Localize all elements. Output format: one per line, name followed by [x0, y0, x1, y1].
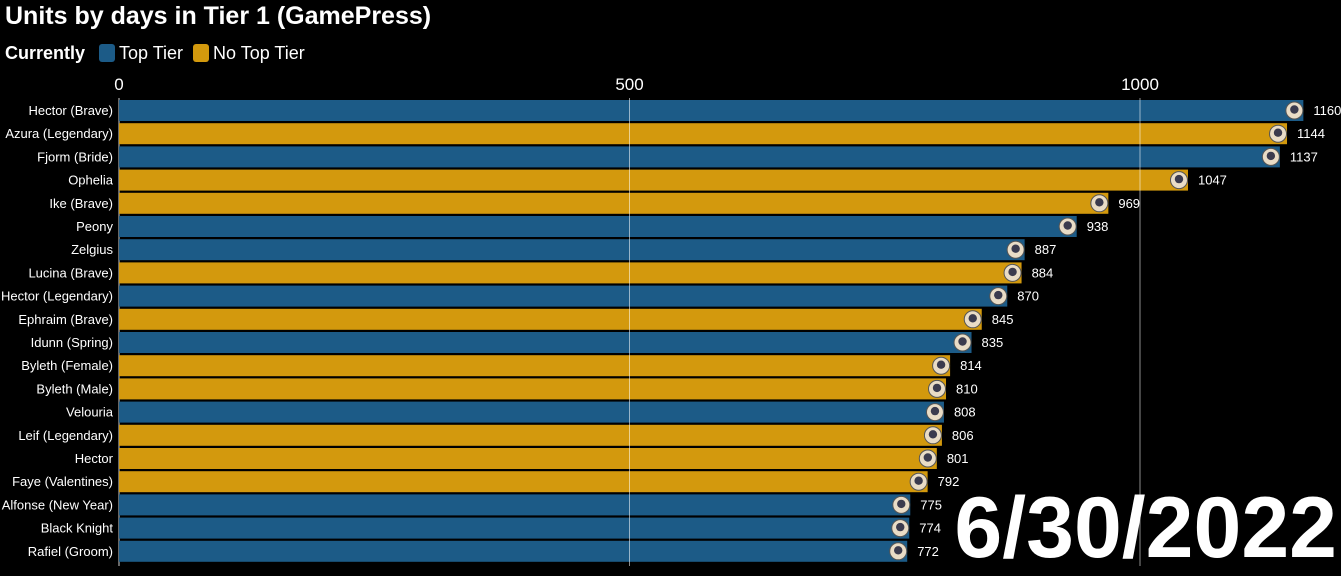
bar [119, 378, 947, 400]
bar [119, 169, 1188, 191]
category-label: Ophelia [68, 173, 114, 188]
category-label: Alfonse (New Year) [2, 497, 113, 512]
category-label: Leif (Legendary) [18, 428, 113, 443]
unit-portrait-icon [928, 430, 938, 439]
bar [119, 401, 944, 423]
unit-portrait-icon [932, 383, 942, 393]
value-label: 801 [947, 451, 969, 466]
tick-label: 500 [615, 75, 643, 94]
category-label: Ephraim (Brave) [18, 312, 113, 327]
bar [119, 123, 1288, 145]
value-label: 1144 [1297, 126, 1325, 141]
value-label: 1160 [1313, 103, 1341, 118]
category-label: Byleth (Female) [21, 358, 113, 373]
legend-heading: Currently [5, 42, 86, 63]
category-label: Peony [76, 219, 113, 234]
value-label: 810 [956, 381, 978, 396]
value-label: 938 [1087, 219, 1109, 234]
unit-portrait-icon [968, 314, 977, 323]
bar [119, 308, 982, 330]
bar [119, 424, 942, 446]
legend-label-no-top-tier: No Top Tier [213, 42, 305, 63]
bar [119, 100, 1304, 121]
bar [119, 239, 1025, 261]
category-label: Byleth (Male) [36, 381, 113, 396]
bar [119, 471, 928, 493]
unit-portrait-icon [1011, 244, 1020, 253]
bar [119, 216, 1077, 237]
bar [119, 146, 1280, 168]
value-label: 887 [1035, 242, 1057, 257]
category-label: Rafiel (Groom) [28, 544, 113, 559]
value-label: 814 [960, 358, 982, 373]
bar [119, 540, 908, 562]
value-label: 775 [920, 497, 942, 512]
category-label: Hector (Legendary) [1, 289, 113, 304]
category-label: Fjorm (Bride) [37, 149, 113, 164]
bar [119, 517, 910, 539]
unit-portrait-icon [923, 453, 933, 462]
category-label: Faye (Valentines) [12, 474, 113, 489]
value-label: 835 [982, 335, 1004, 350]
category-label: Hector [75, 451, 114, 466]
value-label: 884 [1032, 265, 1054, 280]
category-label: Ike (Brave) [49, 196, 113, 211]
legend: Currently Top Tier No Top Tier [5, 42, 315, 64]
unit-portrait-icon [1174, 174, 1184, 184]
unit-portrait-icon [1063, 221, 1072, 230]
unit-portrait-icon [930, 406, 940, 416]
value-label: 792 [938, 474, 960, 489]
unit-portrait-icon [897, 499, 906, 509]
unit-portrait-icon [936, 360, 946, 369]
unit-portrait-icon [896, 522, 905, 532]
unit-portrait-icon [1008, 267, 1017, 277]
bar [119, 448, 937, 469]
value-label: 870 [1017, 289, 1039, 304]
unit-portrait-icon [1290, 105, 1299, 114]
date-label: 6/30/2022 [954, 480, 1337, 576]
legend-swatch-top-tier [99, 44, 116, 62]
bar [119, 285, 1008, 307]
legend-item-top-tier: Top Tier [99, 43, 183, 64]
category-label: Lucina (Brave) [28, 265, 113, 280]
value-label: 808 [954, 405, 976, 420]
legend-swatch-no-top-tier [193, 44, 210, 62]
value-label: 845 [992, 312, 1014, 327]
value-label: 1047 [1198, 173, 1227, 188]
tick-label: 0 [114, 75, 123, 94]
category-label: Idunn (Spring) [31, 335, 113, 350]
unit-portrait-icon [994, 290, 1003, 300]
chart-title: Units by days in Tier 1 (GamePress) [5, 2, 432, 30]
category-label: Black Knight [41, 521, 114, 536]
category-label: Azura (Legendary) [5, 126, 113, 141]
bar [119, 192, 1109, 214]
category-label: Hector (Brave) [28, 103, 113, 118]
unit-portrait-icon [914, 476, 923, 485]
bar-chart: 0 500 1000 Hector (Brave) 1160 Azura (Legenda… [1, 75, 1341, 566]
value-label: 806 [952, 428, 974, 443]
bar [119, 262, 1022, 284]
bar [119, 355, 951, 377]
value-label: 969 [1118, 196, 1140, 211]
unit-portrait-icon [958, 337, 967, 346]
value-label: 774 [919, 521, 941, 536]
value-label: 1137 [1290, 149, 1318, 164]
legend-label-top-tier: Top Tier [119, 42, 184, 63]
unit-portrait-icon [1095, 198, 1104, 207]
tick-label: 1000 [1121, 75, 1159, 94]
category-label: Zelgius [71, 242, 113, 257]
bar [119, 332, 972, 353]
value-label: 772 [917, 544, 939, 559]
legend-item-no-top-tier: No Top Tier [193, 43, 305, 64]
unit-portrait-icon [1273, 128, 1283, 137]
category-label: Velouria [66, 405, 114, 420]
unit-portrait-icon [894, 546, 903, 555]
bar [119, 494, 911, 516]
unit-portrait-icon [1266, 151, 1276, 161]
